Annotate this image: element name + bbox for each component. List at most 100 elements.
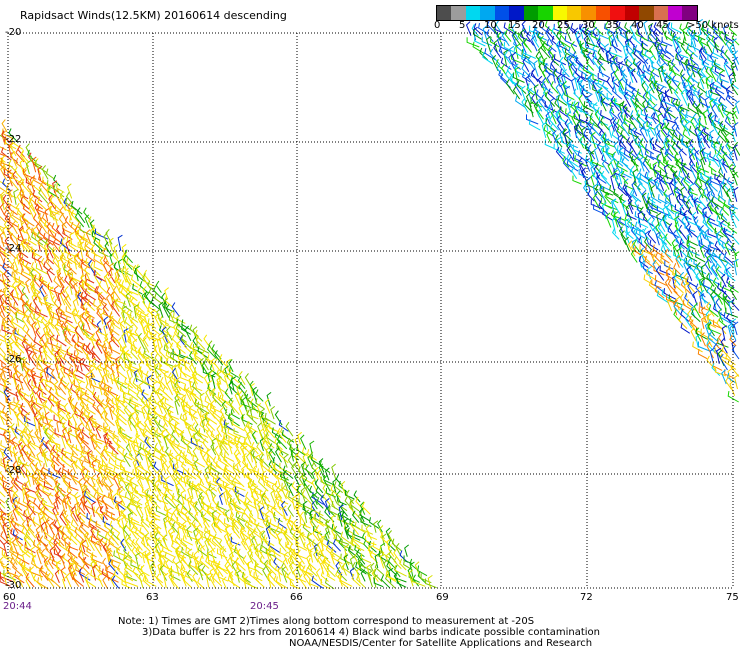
wind-barb (720, 273, 727, 288)
wind-barb (179, 334, 187, 348)
wind-barb (34, 158, 42, 175)
wind-barb (597, 72, 609, 83)
wind-barb (646, 268, 657, 281)
wind-barb (641, 42, 653, 53)
wind-barb (719, 120, 727, 136)
wind-barb (663, 157, 676, 169)
wind-barb (68, 481, 79, 491)
wind-barb (706, 272, 715, 287)
wind-barb (110, 371, 115, 385)
wind-barb (549, 115, 559, 131)
wind-barb (200, 545, 205, 560)
wind-barb (47, 394, 55, 407)
wind-barb (141, 486, 155, 499)
wind-barb (246, 430, 252, 445)
legend-swatch (566, 6, 582, 20)
wind-barb (29, 511, 36, 527)
wind-barb (84, 214, 90, 228)
wind-barb (699, 301, 709, 311)
wind-barb (129, 512, 140, 524)
wind-barb (590, 173, 596, 186)
wind-barb (555, 40, 562, 54)
wind-barb (25, 528, 36, 545)
wind-barb (154, 365, 162, 378)
wind-barb (115, 459, 126, 469)
wind-barb (193, 556, 199, 571)
wind-barb (198, 427, 209, 438)
wind-barb (32, 249, 38, 264)
wind-barb (386, 561, 398, 576)
wind-barb (223, 483, 233, 498)
wind-barb (186, 476, 197, 487)
wind-barb (693, 216, 701, 232)
wind-barb (183, 403, 189, 421)
wind-barb (592, 102, 599, 119)
wind-barb (191, 462, 203, 474)
wind-barb (122, 357, 132, 371)
wind-barb (116, 547, 127, 557)
wind-barb (608, 34, 614, 47)
wind-barb (673, 250, 687, 262)
wind-barb (71, 335, 84, 350)
wind-barb (698, 124, 708, 137)
wind-barb (138, 360, 144, 378)
wind-barb (701, 271, 712, 282)
wind-barb (678, 108, 688, 124)
wind-barb (192, 373, 198, 389)
wind-barb (74, 342, 83, 354)
wind-barb (171, 495, 179, 510)
wind-barb (44, 411, 50, 426)
wind-barb (136, 309, 145, 324)
wind-barb (726, 188, 732, 203)
wind-barb (26, 494, 36, 505)
wind-barb (660, 235, 666, 252)
wind-barb (522, 71, 531, 83)
wind-barb (360, 553, 372, 564)
wind-barb (114, 269, 120, 287)
wind-barb (636, 183, 644, 198)
wind-barb (215, 432, 221, 450)
wind-barb (111, 398, 122, 409)
wind-barb (46, 253, 55, 265)
wind-barb (89, 461, 101, 473)
wind-barb (0, 329, 11, 342)
wind-barb (45, 238, 55, 252)
wind-barb (385, 570, 397, 583)
wind-barb (158, 383, 168, 396)
wind-barb (17, 442, 24, 457)
wind-barb (236, 548, 245, 565)
wind-barb (82, 233, 95, 247)
wind-barb (39, 280, 47, 295)
wind-barb (56, 455, 66, 468)
wind-barb (696, 169, 703, 185)
wind-barb (158, 447, 167, 462)
wind-barb (63, 353, 74, 368)
wind-barb (137, 305, 149, 318)
wind-barb (5, 187, 18, 199)
wind-barb (612, 152, 624, 167)
wind-barb (673, 263, 682, 276)
wind-barb (199, 555, 210, 569)
wind-barb (666, 106, 676, 119)
wind-barb (317, 540, 325, 557)
wind-barb (668, 80, 679, 94)
wind-barb (705, 78, 715, 91)
wind-barb (181, 553, 191, 569)
wind-barb (655, 44, 664, 59)
lon-label-63e: 63 (146, 592, 159, 603)
wind-barb (241, 571, 251, 584)
wind-barb (146, 374, 152, 389)
wind-barb (711, 59, 721, 71)
wind-barb (148, 417, 156, 432)
wind-barb (86, 546, 97, 558)
wind-barb (580, 137, 591, 150)
wind-barb (283, 454, 289, 468)
wind-barb (351, 510, 360, 523)
wind-barb (0, 368, 7, 374)
wind-barb (687, 206, 697, 220)
wind-barb (38, 174, 47, 186)
wind-barb (27, 378, 37, 395)
wind-barb (2, 262, 13, 277)
wind-barb (166, 326, 173, 341)
wind-barb (712, 154, 720, 168)
